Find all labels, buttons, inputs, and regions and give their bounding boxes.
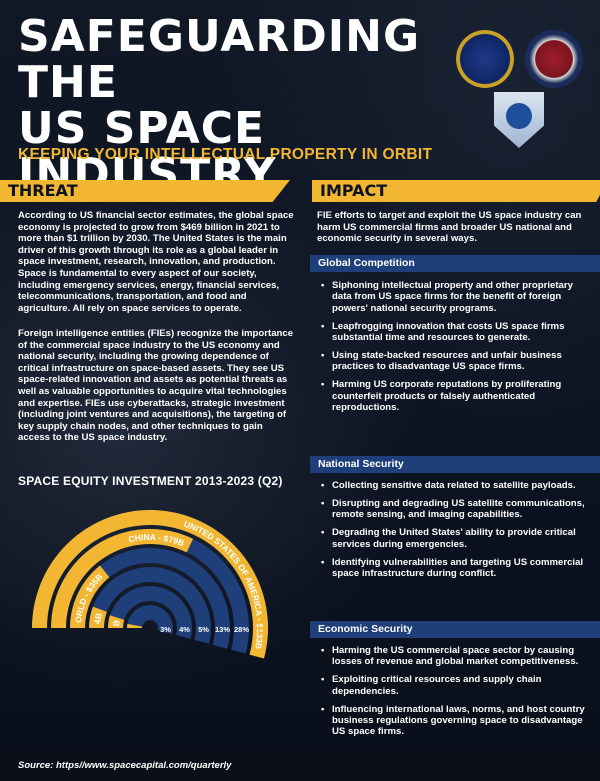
chart-label: INDIA - $7B (0, 488, 3, 490)
page-title: SAFEGUARDING THE US SPACE INDUSTRY (18, 14, 448, 198)
list-item: Influencing international laws, norms, a… (320, 704, 590, 738)
chart-percent-label: 13% (215, 625, 230, 634)
chart-arc (89, 606, 107, 628)
impact-heading: IMPACT (312, 180, 600, 202)
economic-security-list: Harming the US commercial space sector b… (320, 645, 590, 744)
list-item: Exploiting critical resources and supply… (320, 674, 590, 697)
chart-percent-label: 5% (198, 625, 209, 634)
chart-percent-label: 28% (234, 625, 249, 634)
list-item: Leapfrogging innovation that costs US sp… (320, 321, 590, 344)
page-subtitle: KEEPING YOUR INTELLECTUAL PROPERTY IN OR… (18, 146, 433, 163)
investment-radial-chart: UNITED STATES OF AMERICA - $133B47%CHINA… (0, 488, 268, 659)
list-item: Siphoning intellectual property and othe… (320, 280, 590, 314)
title-line-1: SAFEGUARDING THE (18, 11, 421, 108)
chart-arc (70, 565, 110, 628)
list-item: Collecting sensitive data related to sat… (320, 480, 590, 492)
threat-paragraph-2: Foreign intelligence entities (FIEs) rec… (18, 328, 294, 444)
threat-heading: THREAT (0, 180, 290, 202)
chart-title: SPACE EQUITY INVESTMENT 2013-2023 (Q2) (18, 474, 283, 488)
national-security-list: Collecting sensitive data related to sat… (320, 480, 590, 586)
chart-arc (108, 615, 125, 628)
chart-track (70, 548, 230, 649)
ncsc-seal-icon (525, 30, 583, 88)
list-item: Harming the US commercial space sector b… (320, 645, 590, 668)
chart-arc (51, 529, 194, 628)
list-item: Harming US corporate reputations by prol… (320, 379, 590, 413)
chart-arc (127, 623, 143, 628)
section-heading-economic-security: Economic Security (310, 621, 600, 638)
chart-track (89, 566, 211, 644)
list-item: Disrupting and degrading US satellite co… (320, 498, 590, 521)
chart-percent-label: 3% (160, 625, 171, 634)
chart-percent-label: 47% (253, 625, 268, 634)
list-item: Identifying vulnerabilities and targetin… (320, 557, 590, 580)
chart-percent-label: 4% (179, 625, 190, 634)
global-competition-list: Siphoning intellectual property and othe… (320, 280, 590, 420)
threat-paragraph-1: According to US financial sector estimat… (18, 210, 294, 314)
impact-intro: FIE efforts to target and exploit the US… (317, 210, 582, 245)
chart-track (108, 586, 192, 639)
list-item: Degrading the United States' ability to … (320, 527, 590, 550)
section-heading-global-competition: Global Competition (310, 255, 600, 272)
section-heading-national-security: National Security (310, 456, 600, 473)
list-item: Using state-backed resources and unfair … (320, 350, 590, 373)
source-citation: Source: https//www.spacecapital.com/quar… (18, 760, 232, 771)
fbi-seal-icon (456, 30, 514, 88)
